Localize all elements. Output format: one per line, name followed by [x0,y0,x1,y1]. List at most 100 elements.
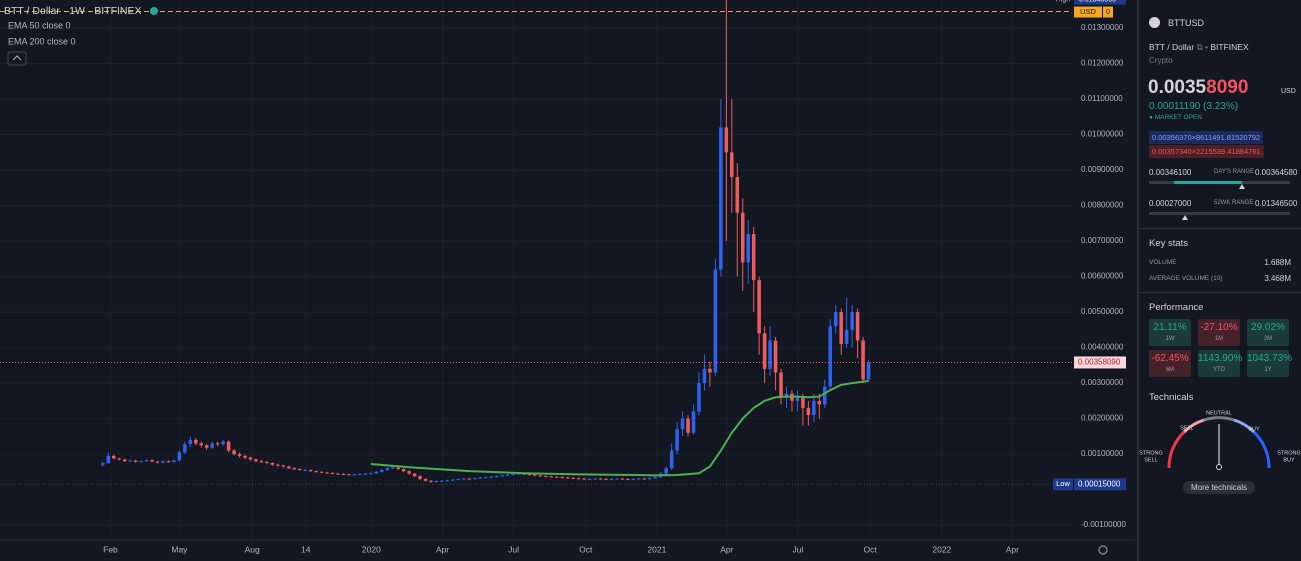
price-tail: 8090 [1206,77,1249,98]
candle-body [669,450,674,469]
candle-body [472,478,477,480]
candle-body [111,455,116,459]
status: ● MARKET OPEN [1149,114,1202,121]
y-tick-label: 0.00400000 [1081,343,1124,352]
candle-body [773,340,778,373]
candle-body [451,479,455,481]
more-technicals-button[interactable]: More technicals [1183,481,1256,494]
currency-label: USD [1080,7,1096,16]
candle-body [555,476,559,478]
candle-body [172,460,176,462]
indicator-legend: EMA 200 close 0 [8,36,76,46]
candle-body [647,478,652,480]
candle-body [445,480,450,482]
ask: 0.00357340×2215539.41884761 [1149,145,1264,158]
performance-tile: 1143.90% YTD [1198,350,1242,377]
performance-tile: 29.02% 3M [1247,319,1289,346]
candle-body [101,462,105,465]
candle-body [243,455,247,458]
y-tick-label: 0.00300000 [1081,378,1124,387]
candle-body [341,473,346,475]
candle-body [850,312,854,330]
candle-body [631,478,636,480]
candle-body [806,407,811,416]
day-range-label: DAY'S RANGE [1214,169,1255,175]
candle-body [281,465,286,467]
external-icon: ⧉ • [1196,42,1208,52]
section-title: Technicals [1149,392,1194,403]
performance-period: 6M [1165,367,1175,373]
candle-body [817,400,822,405]
candle-body [833,312,838,327]
divider [1139,292,1301,293]
candle-body [139,461,143,463]
gauge-label: STRONG [1139,450,1163,456]
high-box [1074,0,1126,5]
candle-body [533,474,537,476]
plot-area [0,0,1072,485]
candle-body [177,452,182,461]
y-tick-label: 0.00200000 [1081,414,1124,423]
day-range-fill [1174,181,1242,184]
gauge-label: STRONG [1277,450,1301,456]
candle-body [133,460,138,462]
candle-body [565,477,570,479]
performance-tile: -27.10% 1M [1198,319,1240,346]
day-range-marker [1239,184,1245,189]
candle-body [221,441,225,445]
candle-body [467,478,472,480]
collapse-button[interactable] [7,51,27,66]
performance-period: 1Y [1264,367,1272,373]
section-title: Performance [1149,302,1204,313]
candle-body [117,458,122,460]
gauge-arc [1203,416,1235,422]
low-name: Low [1056,479,1070,488]
y-tick-label: -0.00100000 [1081,520,1126,529]
performance-period: 3M [1263,336,1273,342]
candle-body [440,480,444,482]
candle-body [210,443,214,448]
performance-period: 1M [1214,336,1224,342]
x-tick-label: Oct [864,544,878,554]
gauge: NEUTRAL SELL BUY STRONG SELL STRONG BUY [1139,410,1301,470]
description-name: BTT / Dollar [1149,42,1195,52]
stat-label: VOLUME [1149,259,1177,266]
candle-body [303,470,307,472]
candle-body [702,368,707,384]
last-price-box [1074,356,1126,369]
candle-body [549,476,554,478]
y-tick-label: 0.00500000 [1081,307,1124,316]
candle-body [598,478,603,480]
stat-value: 3.468M [1264,274,1291,283]
candle-body [418,476,422,479]
candle-body [462,478,466,480]
candle-body [325,472,329,474]
candle-body [226,441,231,451]
low-name-box [1053,478,1073,491]
candle-body [106,455,111,463]
candle-body [784,393,789,398]
gauge-arc [1167,430,1186,469]
candle-body [544,476,548,478]
candle-body [347,474,351,476]
performance-value: 21.11% [1153,322,1187,333]
price-lead: 0.0035 [1148,77,1207,98]
candle-body [396,467,400,469]
settings-icon[interactable] [1098,545,1108,555]
day-range-high: 0.00364580 [1255,168,1298,177]
candle-body [248,457,253,460]
candle-body [511,473,515,475]
candle-body [155,461,160,463]
performance-value: 29.02% [1251,322,1285,333]
candle-body [390,467,395,469]
candle-body [680,418,685,430]
candle-body [779,372,783,398]
candle-body [314,471,318,473]
candle-body [489,476,493,478]
candle-body [626,478,630,480]
candle-body [675,429,679,451]
candle-body [691,411,696,433]
candle-body [593,478,597,480]
y-tick-label: 0.00100000 [1081,449,1124,458]
x-tick-label: 14 [301,544,311,554]
